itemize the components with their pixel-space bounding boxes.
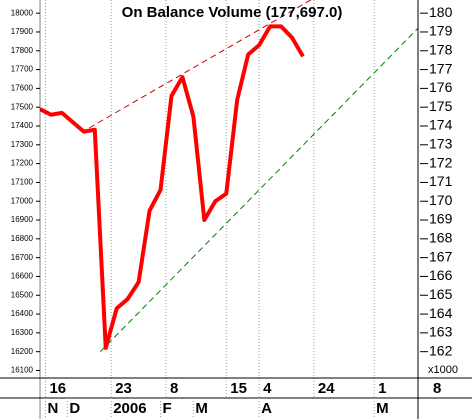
y2-tick-label: 174 [429,117,453,133]
x-tick-label: 8 [170,380,178,397]
y-tick-label: 17900 [11,27,34,36]
chart-title: On Balance Volume (177,697.0) [122,4,343,21]
y2-tick-label: 167 [429,248,453,264]
y-tick-label: 16800 [11,234,34,243]
y-tick-label: 18000 [11,8,34,17]
trendline [99,27,418,353]
x-tick-label: 2006 [113,400,146,417]
y-tick-label: 16600 [11,272,34,281]
y2-tick-label: 173 [429,136,453,152]
y2-tick-label: 180 [429,4,453,20]
y-tick-label: 16700 [11,253,34,262]
y-tick-label: 16900 [11,215,34,224]
x-tick-label: 23 [115,380,132,397]
x-tick-label: 8 [433,380,441,397]
y-tick-label: 17400 [11,121,34,130]
y2-tick-label: 176 [429,79,453,95]
x-tick-label: 16 [49,380,66,397]
y2-tick-label: 169 [429,211,453,227]
y-tick-label: 17800 [11,46,34,55]
y2-tick-label: 179 [429,23,453,39]
x-tick-label: N [47,400,58,417]
x-tick-label: D [69,400,80,417]
y2-tick-label: 163 [429,324,453,340]
y-tick-label: 17500 [11,102,34,111]
axes: 16100 16200 16300 16400 16500 16600 16700 16800… [11,4,458,419]
y-tick-label: 17700 [11,65,34,74]
y2-tick-label: 170 [429,192,453,208]
y2-tick-label: 164 [429,305,453,321]
y-tick-label: 16100 [11,366,34,375]
x-tick-label: M [376,400,389,417]
y-tick-label: 16500 [11,290,34,299]
y-tick-label: 16300 [11,328,34,337]
y2-tick-label: 172 [429,154,453,170]
y-tick-label: 17200 [11,159,34,168]
y-tick-label: 17600 [11,83,34,92]
x-tick-label: 4 [263,380,272,397]
x-tick-label: F [163,400,172,417]
y2-unit-label: x1000 [428,364,458,376]
y2-tick-label: 175 [429,98,453,114]
y-tick-label: 17100 [11,178,34,187]
y2-tick-label: 177 [429,60,453,76]
y2-tick-label: 171 [429,173,453,189]
x-tick-label: 24 [318,380,335,397]
y2-tick-label: 166 [429,267,453,283]
trendline [89,0,312,129]
plot [40,0,418,353]
x-tick-label: A [261,400,272,417]
series-line [40,24,305,350]
y-tick-label: 16200 [11,347,34,356]
y-tick-label: 16400 [11,309,34,318]
y2-tick-label: 178 [429,41,453,57]
x-tick-label: 1 [378,380,386,397]
y2-tick-label: 165 [429,286,453,302]
y-tick-label: 17300 [11,140,34,149]
y2-tick-label: 162 [429,342,453,358]
y-tick-label: 17000 [11,196,34,205]
x-tick-label: 15 [230,380,247,397]
x-tick-label: M [195,400,208,417]
y2-tick-label: 168 [429,230,453,246]
